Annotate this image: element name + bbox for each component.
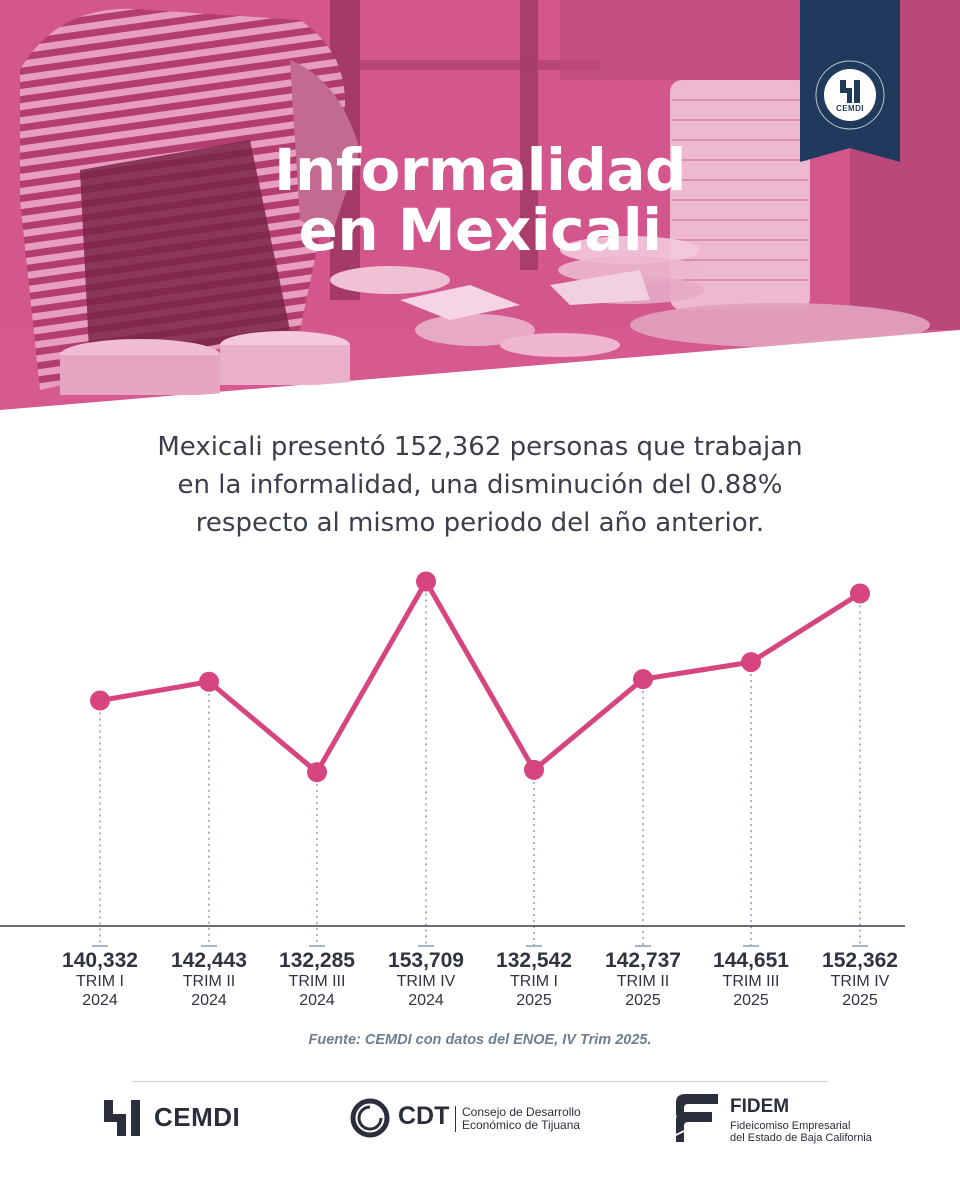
data-point bbox=[741, 652, 761, 673]
tick-label-trim: TRIM II bbox=[182, 973, 236, 990]
cemdi-logo: CEMDI bbox=[102, 1096, 240, 1140]
data-label: 132,542 bbox=[496, 949, 572, 972]
tick-label-year: 2024 bbox=[82, 992, 118, 1009]
fidem-subtitle-line1: Fideicomiso Empresarial bbox=[730, 1120, 851, 1132]
category-label: 142,443 TRIM II 2024 bbox=[154, 950, 264, 1010]
series-line bbox=[97, 578, 863, 775]
category-label: 153,709 TRIM IV 2024 bbox=[371, 950, 481, 1010]
cemdi-badge-icon bbox=[840, 80, 860, 103]
tick-label-year: 2024 bbox=[408, 992, 444, 1009]
tick-label-trim: TRIM IV bbox=[396, 973, 456, 990]
category-label: 140,332 TRIM I 2024 bbox=[45, 950, 155, 1010]
data-label: 152,362 bbox=[822, 949, 898, 972]
cemdi-logo-text: CEMDI bbox=[154, 1102, 241, 1132]
fidem-logo-icon bbox=[676, 1094, 718, 1142]
line-chart bbox=[0, 571, 905, 947]
tick-label-year: 2024 bbox=[299, 992, 335, 1009]
tick-label-year: 2024 bbox=[191, 992, 227, 1009]
headline-line1: Mexicali presentó 152,362 personas que t… bbox=[157, 432, 803, 462]
fidem-logo: FIDEM Fideicomiso Empresarial del Estado… bbox=[672, 1092, 872, 1144]
data-point bbox=[850, 583, 870, 604]
footer-divider bbox=[132, 1081, 828, 1082]
cdt-logo-icon bbox=[350, 1098, 390, 1138]
data-label: 142,737 bbox=[605, 949, 681, 972]
hero-banner: Informalidad en Mexicali CEMDI bbox=[0, 0, 960, 420]
page-title-line1: Informalidad bbox=[273, 136, 687, 204]
cdt-subtitle-line1: Consejo de Desarrollo bbox=[462, 1105, 581, 1119]
category-label: 152,362 TRIM IV 2025 bbox=[805, 950, 915, 1010]
category-label: 144,651 TRIM III 2025 bbox=[696, 950, 806, 1010]
tick-label-year: 2025 bbox=[842, 992, 878, 1009]
fidem-subtitle-line2: del Estado de Baja California bbox=[730, 1132, 872, 1144]
data-label: 142,443 bbox=[171, 949, 247, 972]
data-label: 140,332 bbox=[62, 949, 138, 972]
badge-shape bbox=[800, 0, 900, 162]
headline: Mexicali presentó 152,362 personas que t… bbox=[60, 428, 900, 542]
tick-label-year: 2025 bbox=[625, 992, 661, 1009]
headline-line3: respecto al mismo periodo del año anteri… bbox=[195, 508, 765, 538]
data-point bbox=[90, 690, 110, 711]
data-point bbox=[633, 669, 653, 690]
tick-label-trim: TRIM III bbox=[288, 973, 346, 990]
hero-photo bbox=[0, 0, 960, 420]
data-point bbox=[524, 759, 544, 780]
data-label: 153,709 bbox=[388, 949, 464, 972]
cdt-subtitle-line2: Económico de Tijuana bbox=[462, 1118, 581, 1132]
data-point bbox=[199, 671, 219, 692]
cdt-logo: CDT Consejo de Desarrollo Económico de T… bbox=[348, 1096, 581, 1140]
category-label: 132,285 TRIM III 2024 bbox=[262, 950, 372, 1010]
data-label: 144,651 bbox=[713, 949, 789, 972]
fidem-logo-subtitle: Fideicomiso Empresarial del Estado de Ba… bbox=[730, 1120, 872, 1144]
headline-line2: en la informalidad, una disminución del … bbox=[177, 470, 783, 500]
cemdi-badge: CEMDI bbox=[800, 0, 900, 162]
cdt-logo-text: CDT bbox=[398, 1102, 450, 1130]
tick-label-year: 2025 bbox=[516, 992, 552, 1009]
data-point bbox=[416, 571, 436, 592]
badge-label: CEMDI bbox=[836, 104, 864, 113]
cdt-logo-subtitle: Consejo de Desarrollo Económico de Tijua… bbox=[455, 1106, 581, 1132]
tick-label-trim: TRIM I bbox=[76, 973, 124, 990]
category-label: 132,542 TRIM I 2025 bbox=[479, 950, 589, 1010]
page-title-line2: en Mexicali bbox=[298, 196, 662, 264]
tick-label-trim: TRIM I bbox=[510, 973, 558, 990]
tick-label-trim: TRIM III bbox=[722, 973, 780, 990]
fidem-logo-text: FIDEM bbox=[730, 1096, 790, 1117]
source-note: Fuente: CEMDI con datos del ENOE, IV Tri… bbox=[308, 1032, 652, 1048]
data-point bbox=[307, 762, 327, 783]
category-label: 142,737 TRIM II 2025 bbox=[588, 950, 698, 1010]
cemdi-logo-icon bbox=[104, 1100, 140, 1136]
page-title: Informalidad en Mexicali bbox=[0, 140, 960, 260]
data-label: 132,285 bbox=[279, 949, 355, 972]
tick-label-trim: TRIM II bbox=[616, 973, 670, 990]
tick-label-year: 2025 bbox=[733, 992, 769, 1009]
tick-label-trim: TRIM IV bbox=[830, 973, 890, 990]
